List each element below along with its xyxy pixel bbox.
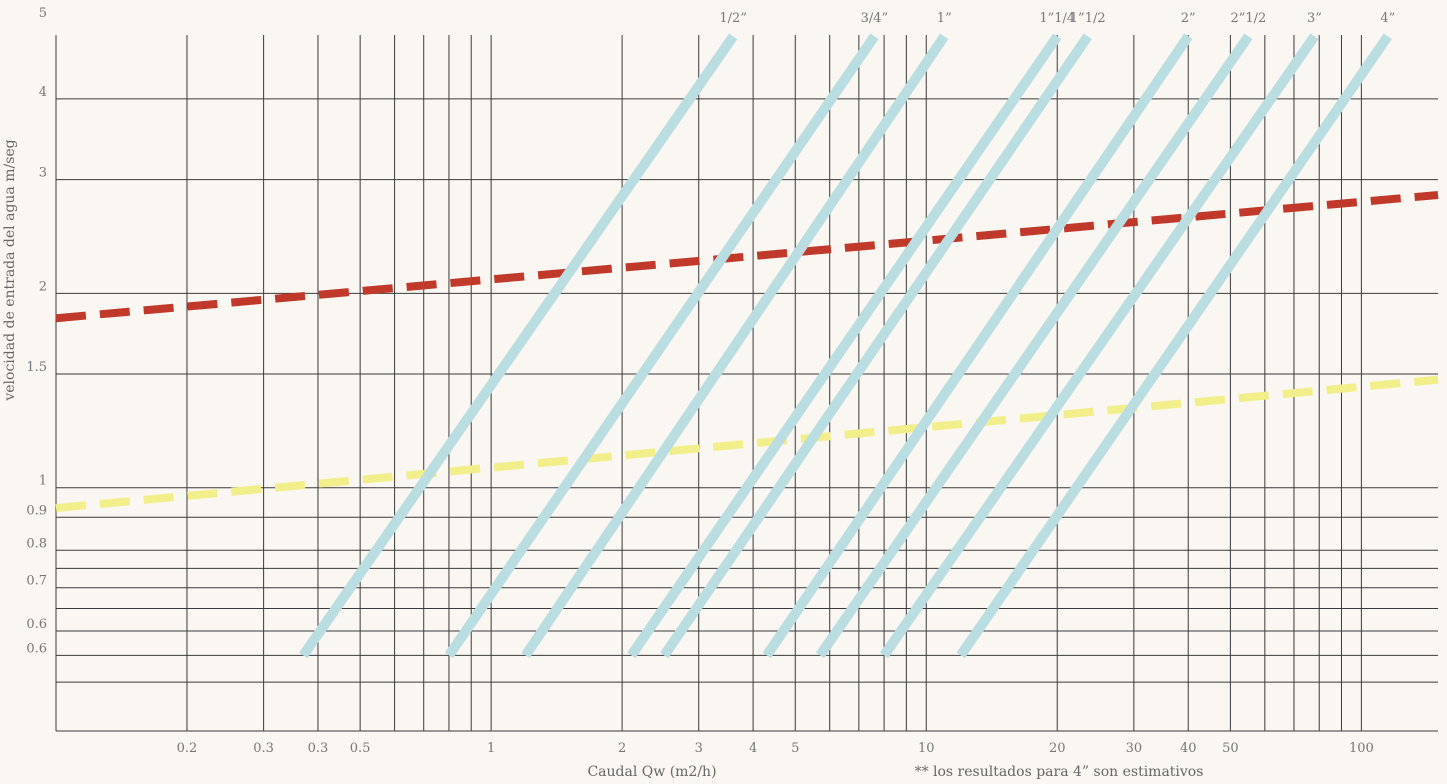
pipe-line: [956, 33, 1392, 659]
y-tick-label: 4: [39, 85, 47, 100]
y-tick-label: 5: [39, 6, 47, 21]
x-tick-label: 10: [918, 741, 935, 756]
pipe-label: 4”: [1380, 11, 1395, 26]
pipe-label: 1”1/4: [1039, 11, 1075, 26]
x-axis-title: Caudal Qw (m2/h): [587, 764, 716, 780]
y-tick-label: 1: [39, 474, 47, 489]
x-tick-label: 50: [1222, 741, 1239, 756]
pipe-label: 3/4”: [861, 11, 889, 26]
footnote: ** los resultados para 4” son estimativo…: [915, 764, 1204, 780]
upper-limit-line: [55, 190, 1439, 323]
x-tick-label: 1: [487, 741, 495, 756]
pipe-line: [815, 33, 1253, 659]
pipe-label: 1”: [937, 11, 952, 26]
pipe-line: [879, 33, 1319, 659]
limit-lines: [55, 190, 1439, 513]
pipe-line: [660, 33, 1092, 659]
y-tick-label: 0.8: [26, 536, 47, 551]
x-tick-label: 5: [791, 741, 799, 756]
pipe-label: 1”1/2: [1070, 11, 1106, 26]
pipe-line: [299, 33, 738, 659]
pipe-line: [444, 33, 879, 659]
pipe-label: 1/2”: [719, 11, 747, 26]
x-tick-label: 100: [1349, 741, 1374, 756]
x-tick-label: 2: [618, 741, 626, 756]
x-tick-label: 0.5: [350, 741, 371, 756]
y-tick-label: 2: [39, 279, 47, 294]
pipe-line: [521, 33, 949, 659]
x-tick-label: 30: [1126, 741, 1143, 756]
y-tick-label: 1.5: [26, 360, 47, 375]
y-tick-label: 3: [39, 166, 47, 181]
pipe-label: 3”: [1307, 11, 1322, 26]
x-tick-label: 0.3: [308, 741, 329, 756]
x-tick-label: 0.3: [253, 741, 274, 756]
pipe-line: [627, 33, 1062, 659]
x-tick-label: 0.2: [177, 741, 198, 756]
y-axis-title: velocidad de entrada del agua m/seg: [2, 139, 18, 401]
x-tick-label: 4: [749, 741, 757, 756]
pipe-line: [762, 33, 1193, 659]
tick-labels: 0.2 0.3 0.3 0.5 1 2 3 4 5 10 20 30 40 50 100 5 4 3 2 1.5 1 0.…: [26, 6, 1373, 756]
grid: [55, 35, 1438, 732]
y-tick-label: 0.7: [26, 574, 47, 589]
pipe-label: 2”1/2: [1230, 11, 1266, 26]
x-tick-label: 3: [695, 741, 703, 756]
y-tick-label: 0.6: [26, 641, 47, 656]
y-tick-label: 0.9: [26, 503, 47, 518]
lower-limit-line: [55, 375, 1439, 513]
x-tick-label: 20: [1049, 741, 1066, 756]
x-tick-label: 40: [1180, 741, 1197, 756]
pipe-label: 2”: [1181, 11, 1196, 26]
pipe-lines: 1/2” 3/4” 1” 1”1/41”1/2 2” 2”1/2 3” 4”: [299, 11, 1395, 659]
y-tick-label: 0.6: [26, 617, 47, 632]
